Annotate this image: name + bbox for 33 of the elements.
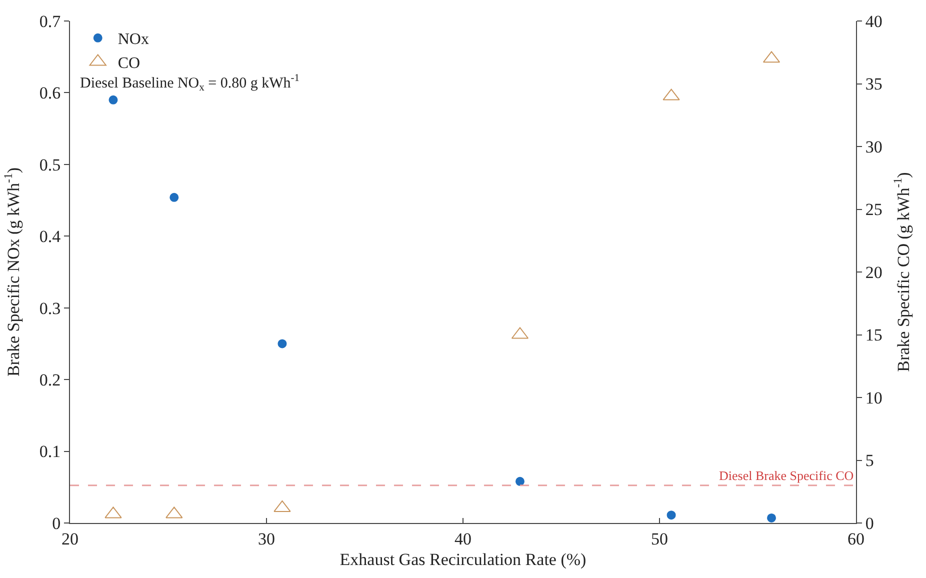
y2-tick-label: 15	[865, 326, 882, 345]
y2-tick-label: 10	[865, 388, 882, 408]
x-tick-label: 30	[258, 529, 275, 548]
y2-tick-label: 35	[865, 74, 882, 94]
x-tick-label: 60	[848, 529, 864, 548]
y-tick-label: 0.2	[39, 370, 61, 390]
y2-tick-label: 40	[865, 12, 882, 31]
y2-tick-label: 20	[865, 262, 882, 282]
point	[666, 510, 676, 520]
point	[278, 339, 287, 348]
x-axis-title: Exhaust Gas Recirculation Rate (%)	[340, 550, 586, 569]
y-tick-label: 0.3	[39, 298, 61, 318]
y2-tick-label: 25	[865, 200, 882, 220]
y-tick-label: 0.5	[39, 155, 61, 174]
y2-tick-label: 30	[865, 137, 882, 156]
point	[515, 476, 524, 486]
legend-label: CO	[118, 54, 140, 72]
x-tick-label: 20	[62, 529, 78, 548]
annotation: Diesel Baseline NO$_{x}$ = 0.80 g kWh$^{-1}$	[80, 73, 300, 94]
legend-label: NOx	[118, 31, 149, 48]
point	[767, 513, 776, 522]
y-tick-label: 0.6	[39, 84, 61, 103]
y2-tick-label: 5	[865, 451, 874, 470]
point	[170, 192, 179, 202]
x-tick-label: 50	[651, 529, 668, 548]
ref-line-label: Diesel Brake Specific CO	[719, 468, 854, 483]
x-tick-label: 40	[454, 529, 472, 548]
point	[108, 95, 118, 104]
y-tick-label: 0.7	[39, 12, 62, 31]
y-tick-label: 0.1	[39, 442, 61, 462]
y-tick-label: 0	[52, 514, 61, 533]
y-tick-label: 0.4	[39, 227, 62, 246]
y2-tick-label: 0	[865, 514, 874, 533]
